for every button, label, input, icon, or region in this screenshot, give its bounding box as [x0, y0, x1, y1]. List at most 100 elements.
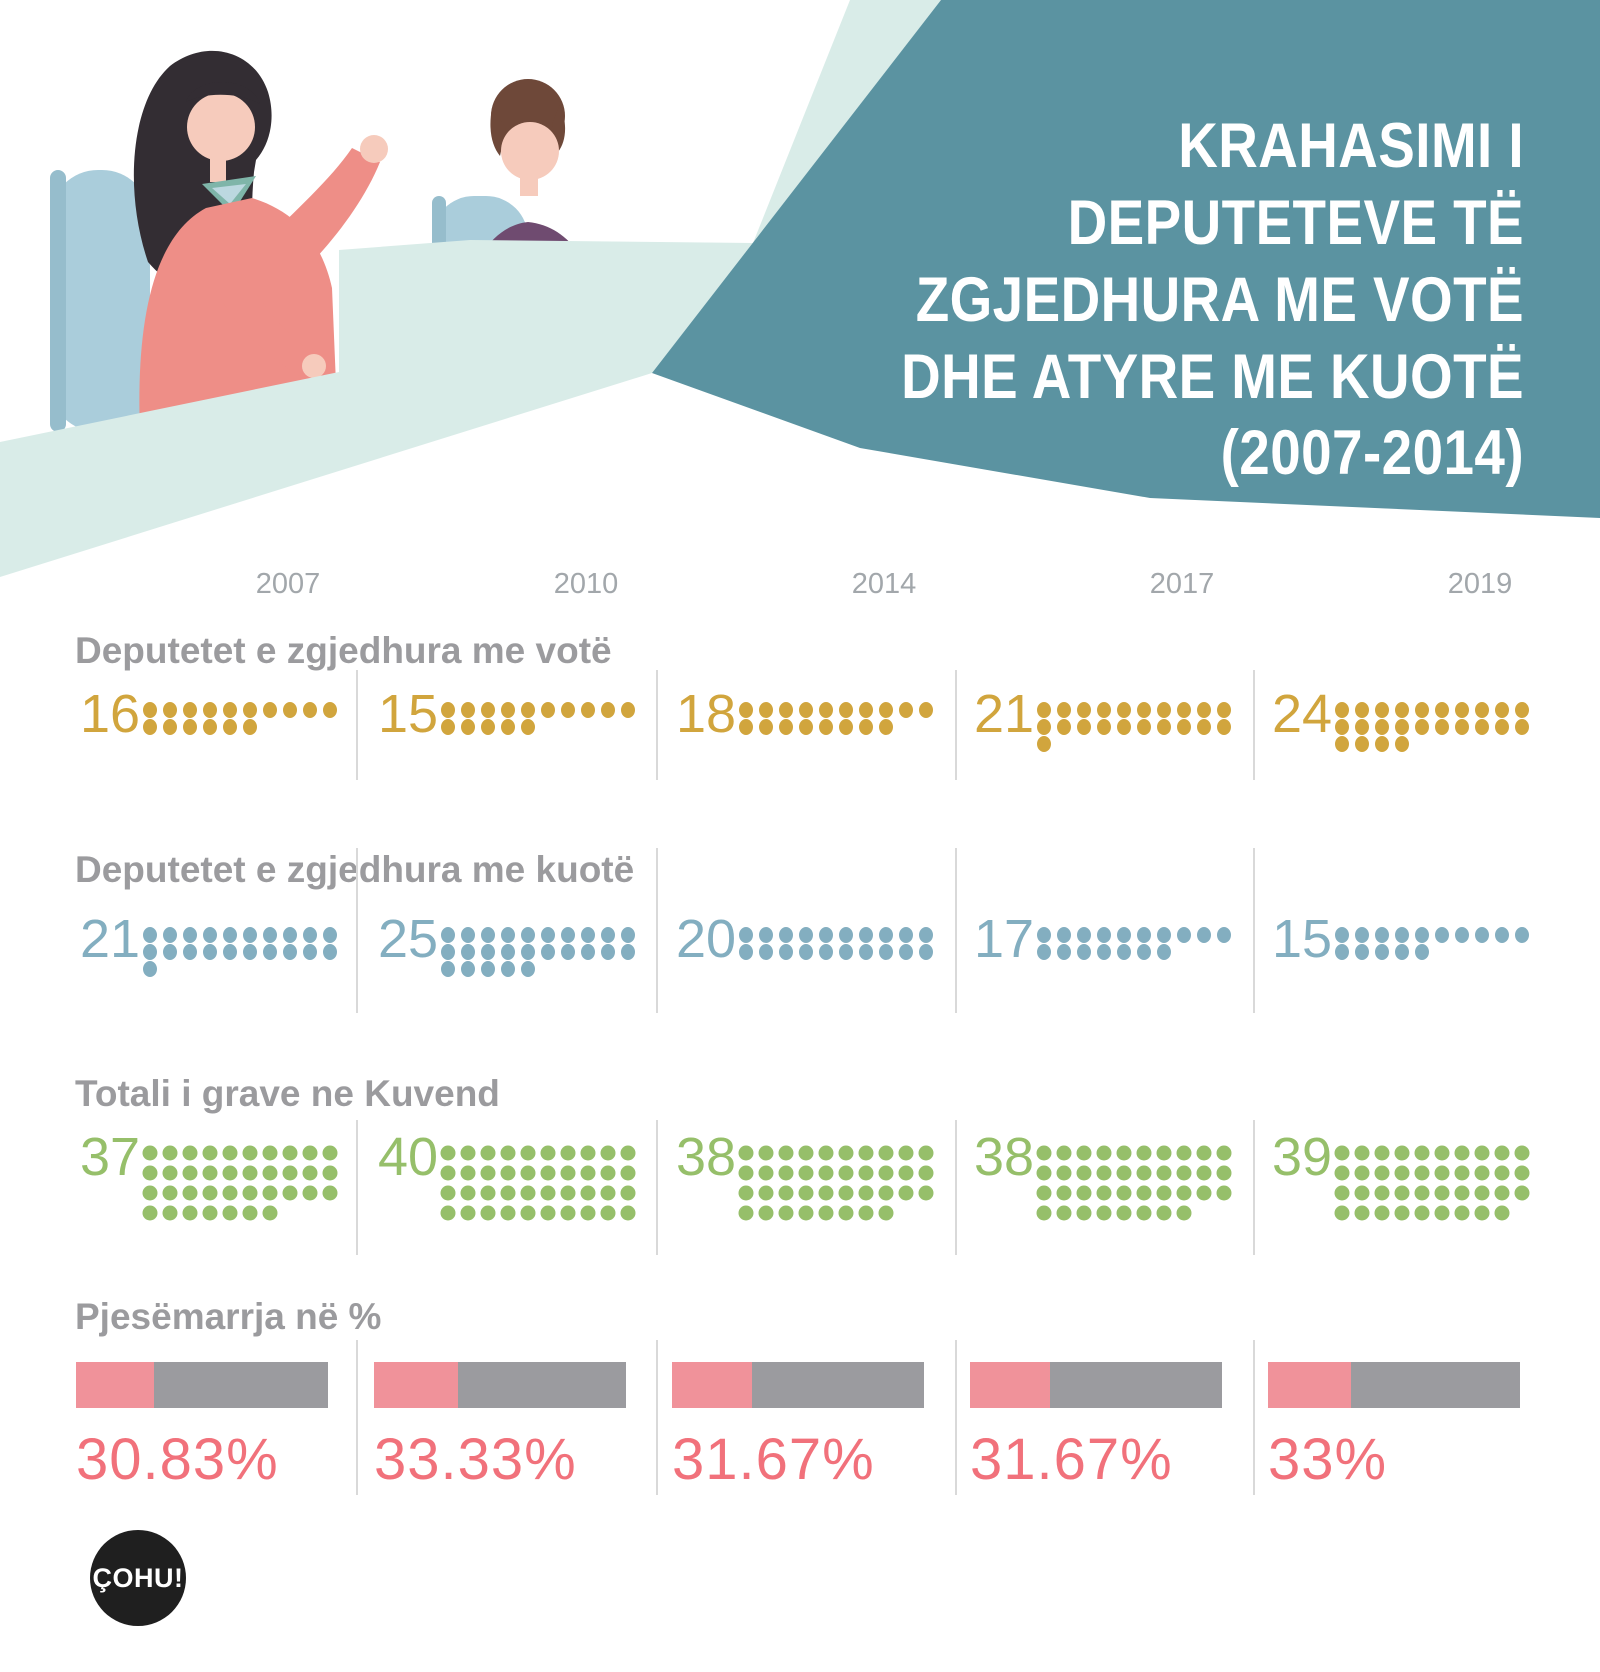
dot: [1455, 719, 1469, 735]
dot: [1514, 1185, 1530, 1201]
dot: [1077, 944, 1091, 960]
dot: [440, 1145, 456, 1161]
dot: [1434, 1145, 1450, 1161]
dot: [1515, 927, 1529, 943]
dot: [263, 944, 277, 960]
dot: [262, 1205, 278, 1221]
dot: [560, 1145, 576, 1161]
dot: [1495, 719, 1509, 735]
dot: [1514, 1145, 1530, 1161]
dot: [1157, 944, 1171, 960]
dot: [162, 1145, 178, 1161]
dot: [898, 1165, 914, 1181]
dot: [580, 1185, 596, 1201]
column-divider: [356, 848, 358, 1013]
woman-hand-typing: [302, 354, 326, 378]
section-title: Totali i grave ne Kuvend: [75, 1073, 500, 1114]
dot: [440, 1185, 456, 1201]
dot: [561, 927, 575, 943]
dot-matrix: [1335, 702, 1529, 752]
dot: [1056, 1145, 1072, 1161]
dot: [1355, 736, 1369, 752]
dot: [779, 927, 793, 943]
dot: [601, 927, 615, 943]
dot: [182, 1185, 198, 1201]
dot: [1334, 1205, 1350, 1221]
dot: [202, 1205, 218, 1221]
dot: [620, 1185, 636, 1201]
dot: [1036, 1165, 1052, 1181]
dot: [142, 1165, 158, 1181]
dot: [858, 1185, 874, 1201]
dot: [322, 1185, 338, 1201]
dot: [1355, 944, 1369, 960]
percent-label: 33.33%: [374, 1427, 577, 1492]
dot: [1137, 719, 1151, 735]
dot: [1474, 1165, 1490, 1181]
dot: [899, 927, 913, 943]
dot: [1096, 1185, 1112, 1201]
dot: [242, 1145, 258, 1161]
dot: [1037, 736, 1051, 752]
dot: [799, 702, 813, 718]
woman-arm-typing: [212, 252, 314, 376]
dot: [819, 927, 833, 943]
dot: [520, 1205, 536, 1221]
dot: [1157, 719, 1171, 735]
dot: [778, 1165, 794, 1181]
dot: [1374, 1205, 1390, 1221]
dot: [1216, 1165, 1232, 1181]
column-divider: [656, 848, 658, 1013]
dot: [1136, 1205, 1152, 1221]
dot: [799, 927, 813, 943]
dot: [621, 702, 635, 718]
dot: [601, 944, 615, 960]
dot: [898, 1185, 914, 1201]
dot: [162, 1165, 178, 1181]
column-divider: [1253, 1120, 1255, 1255]
dot: [1375, 927, 1389, 943]
dot-matrix: [739, 702, 933, 735]
dot: [1136, 1185, 1152, 1201]
dot: [1435, 719, 1449, 735]
dot: [263, 702, 277, 718]
man-face: [501, 122, 559, 180]
dot: [1156, 1205, 1172, 1221]
dot: [1117, 927, 1131, 943]
dot: [263, 927, 277, 943]
year-label: 2017: [1149, 568, 1215, 600]
dot: [521, 927, 535, 943]
dot: [441, 702, 455, 718]
count-label: 20: [676, 909, 737, 969]
dot: [1037, 719, 1051, 735]
dot: [561, 944, 575, 960]
year-label: 2014: [851, 568, 917, 600]
column-divider: [656, 1340, 658, 1495]
percent-label: 31.67%: [672, 1427, 875, 1492]
dot: [758, 1165, 774, 1181]
dot: [282, 1165, 298, 1181]
count-label: 24: [1272, 684, 1333, 744]
dot: [480, 1145, 496, 1161]
dot: [520, 1165, 536, 1181]
dot: [1137, 702, 1151, 718]
dot: [739, 702, 753, 718]
dot: [758, 1185, 774, 1201]
dot: [1414, 1145, 1430, 1161]
dot: [303, 944, 317, 960]
dot: [1097, 944, 1111, 960]
dot: [162, 1185, 178, 1201]
dot: [1056, 1185, 1072, 1201]
dot: [243, 944, 257, 960]
column-divider: [356, 1340, 358, 1495]
dot: [242, 1205, 258, 1221]
percent-bar: [76, 1362, 328, 1408]
dot: [1475, 702, 1489, 718]
dot: [818, 1185, 834, 1201]
dot: [918, 1165, 934, 1181]
column-divider: [955, 1340, 957, 1495]
dot: [1435, 702, 1449, 718]
dot: [143, 927, 157, 943]
dot: [1056, 1165, 1072, 1181]
dot: [521, 961, 535, 977]
